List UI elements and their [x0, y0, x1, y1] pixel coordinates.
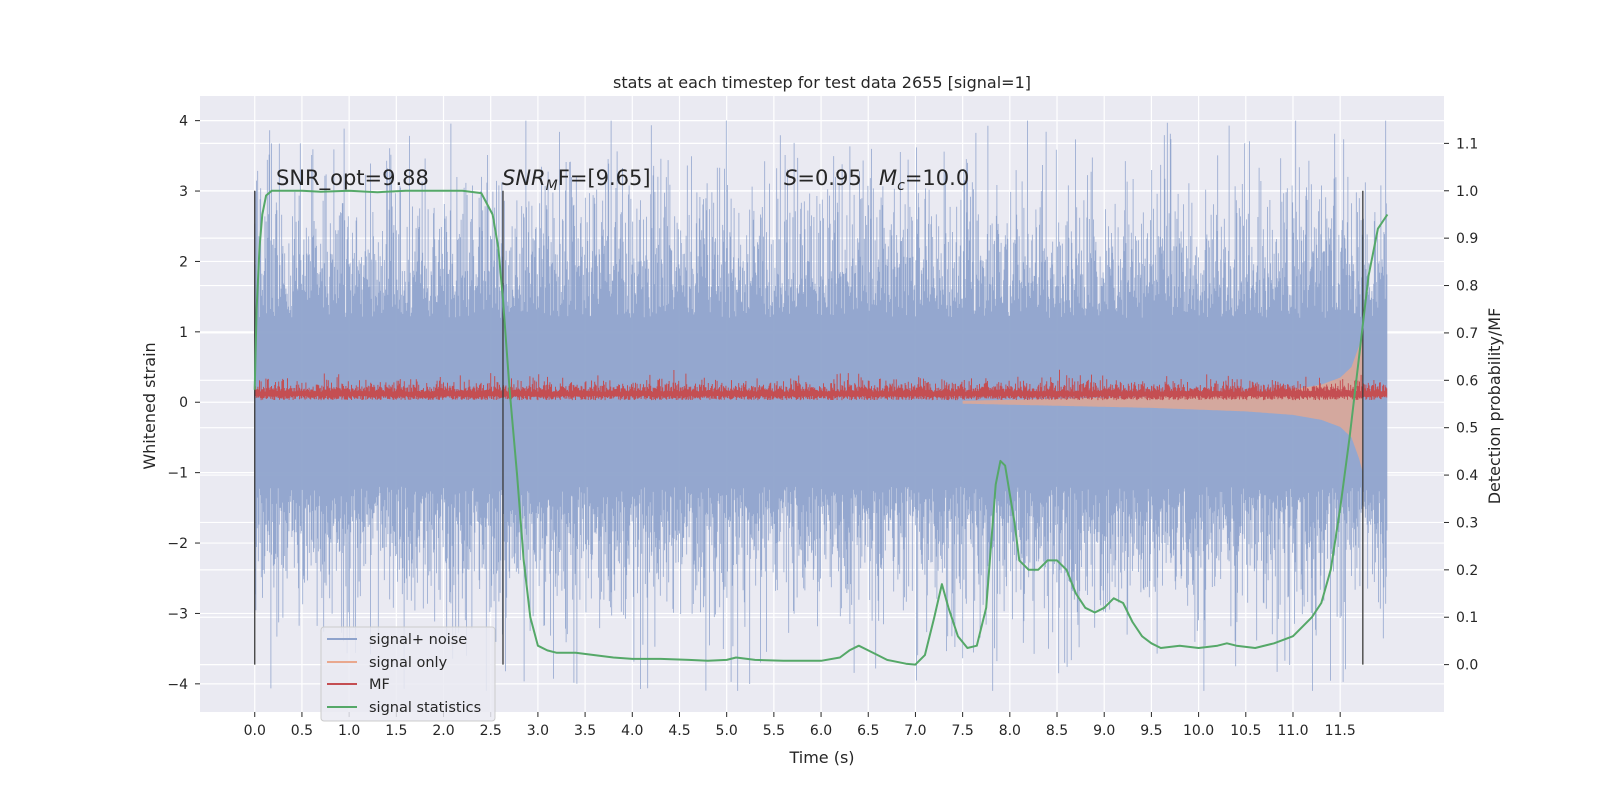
annotation-s-main: S [784, 166, 797, 190]
y2-tick-label: 0.6 [1456, 373, 1478, 389]
x-tick-label: 7.5 [952, 723, 974, 739]
y2-tick-label: 0.3 [1456, 515, 1478, 531]
y2-tick-label: 0.0 [1456, 658, 1478, 674]
legend-label-signal-noise: signal+ noise [369, 632, 467, 648]
x-tick-label: 2.0 [432, 723, 454, 739]
annotation-mc-sub: c [897, 178, 905, 194]
y2-tick-label: 0.5 [1456, 421, 1478, 437]
signal-statistics-line [253, 189, 1389, 666]
x-tick-label: 0.5 [291, 723, 313, 739]
y-tick-label: 4 [179, 114, 188, 130]
x-tick-label: 9.0 [1093, 723, 1115, 739]
x-tick-label: 3.0 [527, 723, 549, 739]
y-tick-label: −4 [167, 677, 188, 693]
y2-tick-label: 0.4 [1456, 468, 1478, 484]
y-tick-label: 2 [179, 254, 188, 270]
x-tick-label: 8.5 [1046, 723, 1068, 739]
x-tick-label: 4.5 [668, 723, 690, 739]
x-tick-label: 7.0 [904, 723, 926, 739]
y2-tick-label: 0.9 [1456, 231, 1478, 247]
x-tick-label: 5.0 [716, 723, 738, 739]
y2-axis-label: Detection probability/MF [1485, 308, 1504, 505]
x-axis-label: Time (s) [788, 748, 854, 767]
x-tick-label: 4.0 [621, 723, 643, 739]
x-tick-label: 9.5 [1140, 723, 1162, 739]
annotation-snr-mf: SNRMF=[9.65] [502, 166, 651, 194]
x-tick-label: 6.5 [857, 723, 879, 739]
y2-tick-label: 0.2 [1456, 563, 1478, 579]
y-tick-label: 3 [179, 184, 188, 200]
annotation-mc-main: M [879, 166, 897, 190]
legend-label-signal-only: signal only [369, 655, 448, 671]
y2-ticks: 1.1 1.0 0.9 0.8 0.7 0.6 0.5 0.4 0.3 0.2 0.1 0.0 [1444, 136, 1478, 674]
annotation-snr-mf-sub: M [546, 178, 558, 194]
x-tick-label: 6.0 [810, 723, 832, 739]
y-tick-label: −3 [167, 606, 188, 622]
legend: signal+ noise signal only MF signal stat… [320, 626, 496, 722]
x-ticks: 0.0 0.5 1.0 1.5 2.0 2.5 3.0 3.5 4.0 4.5 5.0 5.5 6.0 6… [244, 712, 1356, 739]
annotation-s: S=0.95 [784, 166, 862, 190]
chart-title: stats at each timestep for test data 265… [613, 73, 1031, 92]
annotation-mc-value: =10.0 [905, 166, 969, 190]
y-tick-label: −1 [167, 466, 188, 482]
x-tick-label: 11.5 [1325, 723, 1356, 739]
x-tick-label: 0.0 [244, 723, 266, 739]
annotation-snr-mf-main: SNR [502, 166, 546, 190]
y-tick-label: 0 [179, 395, 188, 411]
annotation-mc: Mc=10.0 [879, 166, 969, 194]
y-ticks: 4 3 2 1 0 −1 −2 −3 −4 [167, 114, 200, 693]
y2-tick-label: 0.1 [1456, 610, 1478, 626]
x-tick-label: 10.5 [1230, 723, 1261, 739]
series-signal-only [962, 331, 1363, 473]
y2-tick-label: 0.8 [1456, 279, 1478, 295]
series-signal-statistics [253, 189, 1389, 666]
y-axis-label: Whitened strain [140, 342, 159, 469]
annotation-snr-mf-tail: F=[9.65] [558, 166, 651, 190]
x-tick-label: 5.5 [763, 723, 785, 739]
vertical-markers [254, 190, 1364, 665]
legend-box [320, 626, 496, 722]
x-tick-label: 1.5 [385, 723, 407, 739]
x-tick-label: 11.0 [1277, 723, 1308, 739]
x-tick-label: 10.0 [1183, 723, 1214, 739]
x-tick-label: 1.0 [338, 723, 360, 739]
y2-tick-label: 1.1 [1456, 136, 1478, 152]
annotation-snr-opt: SNR_opt=9.88 [276, 166, 429, 191]
annotation-s-value: =0.95 [797, 166, 861, 190]
legend-label-signal-statistics: signal statistics [369, 700, 481, 716]
x-tick-label: 3.5 [574, 723, 596, 739]
x-tick-label: 2.5 [480, 723, 502, 739]
y-tick-label: −2 [167, 536, 188, 552]
legend-label-mf: MF [369, 677, 390, 693]
y2-tick-label: 1.0 [1456, 184, 1478, 200]
x-tick-label: 8.0 [999, 723, 1021, 739]
y-tick-label: 1 [179, 325, 188, 341]
signal-only-envelope [962, 331, 1363, 473]
y2-tick-label: 0.7 [1456, 326, 1478, 342]
